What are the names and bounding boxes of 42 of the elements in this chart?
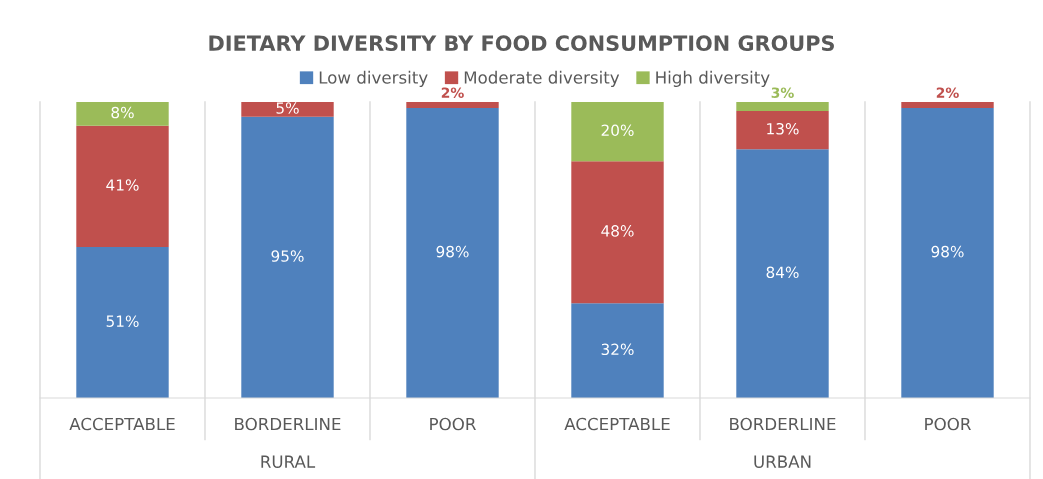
bar — [736, 149, 829, 398]
data-label: 5% — [276, 102, 299, 114]
data-label: 2% — [441, 87, 464, 98]
data-label: 8% — [111, 106, 134, 119]
bar — [406, 107, 499, 398]
x-tick-label: POOR — [925, 417, 971, 431]
bar — [901, 102, 994, 108]
data-label: 20% — [601, 124, 634, 137]
text: RURAL — [261, 455, 316, 468]
x-tick-label: BORDERLINE — [235, 417, 341, 431]
legend-label: Low diversity — [319, 70, 428, 87]
bar — [76, 247, 169, 398]
data-label: 3% — [771, 87, 794, 98]
data-label: 95% — [271, 250, 304, 262]
text: URBAN — [754, 455, 811, 468]
bar — [241, 116, 334, 398]
data-label: 32% — [601, 343, 634, 356]
legend-label: High diversity — [656, 70, 770, 87]
data-label: 98% — [931, 245, 964, 258]
data-label: 13% — [767, 123, 799, 135]
bar — [571, 303, 664, 398]
data-label: 51% — [106, 315, 139, 327]
x-tick-label: ACCEPTABLE — [69, 417, 175, 431]
data-label: 41% — [106, 179, 139, 191]
data-label: 48% — [601, 225, 634, 237]
bar — [406, 102, 499, 108]
data-label: 2% — [936, 87, 959, 98]
bar — [76, 102, 169, 126]
x-tick-label: ACCEPTABLE — [564, 417, 670, 431]
bar — [571, 102, 664, 162]
data-label: 98% — [436, 245, 469, 258]
x-tick-label: POOR — [430, 417, 476, 431]
chart-title: DIETARY DIVERSITY BY FOOD CONSUMPTION GROUPS — [209, 35, 834, 52]
bar — [901, 107, 994, 398]
bar — [736, 102, 829, 111]
bar — [571, 161, 664, 304]
legend-label: Moderate diversity — [464, 70, 620, 87]
bar — [241, 102, 334, 117]
bar — [736, 110, 829, 150]
x-tick-label: BORDERLINE — [730, 417, 836, 431]
bar — [76, 125, 169, 248]
data-label: 84% — [766, 266, 799, 279]
